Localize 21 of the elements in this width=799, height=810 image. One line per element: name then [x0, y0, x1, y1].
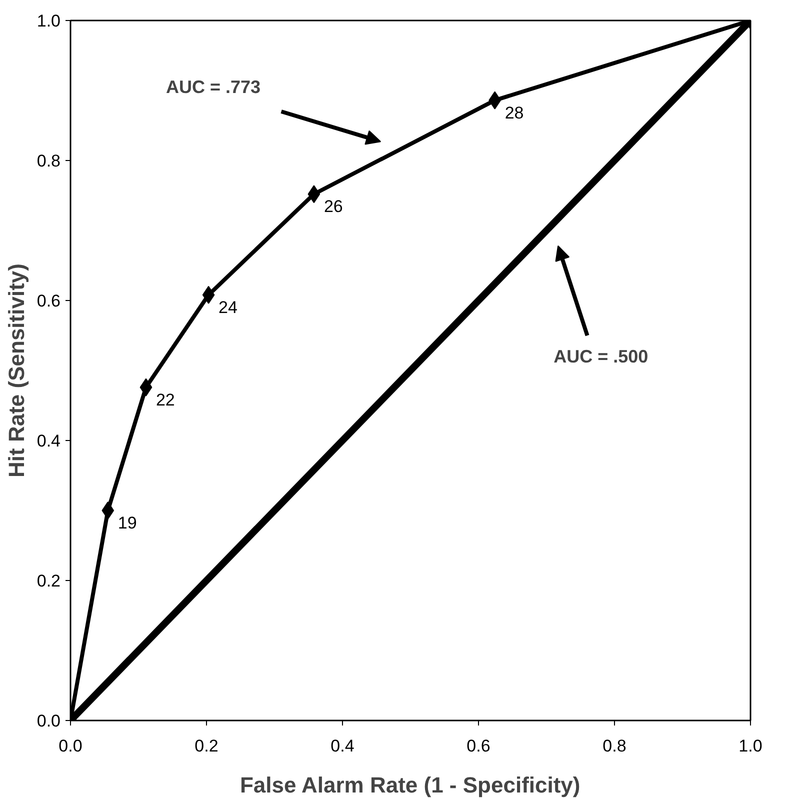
y-tick-label: 0.6	[36, 292, 61, 310]
annotation: AUC = .500	[554, 346, 648, 366]
annotation: 19	[118, 514, 137, 532]
x-tick-label: 0.2	[194, 736, 218, 756]
x-axis-title: False Alarm Rate (1 - Specificity)	[240, 772, 580, 798]
annotation: 28	[504, 103, 524, 122]
annotation: 24	[218, 298, 238, 317]
x-tick-label: 0.0	[58, 736, 82, 756]
annotation: 22	[156, 390, 175, 410]
y-tick-label: 0.2	[36, 572, 61, 590]
annotation: 26	[324, 197, 343, 216]
x-tick-label: 0.6	[466, 736, 490, 756]
annotation: AUC = .773	[166, 77, 261, 97]
x-tick-label: 0.4	[330, 736, 354, 756]
y-tick-label: 0.8	[36, 152, 61, 170]
y-tick-label: 0.0	[36, 712, 61, 730]
y-tick-label: 1.0	[36, 12, 61, 30]
x-tick-label: 1.0	[738, 736, 762, 756]
x-tick-label: 0.8	[602, 736, 626, 756]
y-axis-title: Hit Rate (Sensitivity)	[4, 264, 29, 478]
y-tick-label: 0.4	[36, 432, 61, 450]
